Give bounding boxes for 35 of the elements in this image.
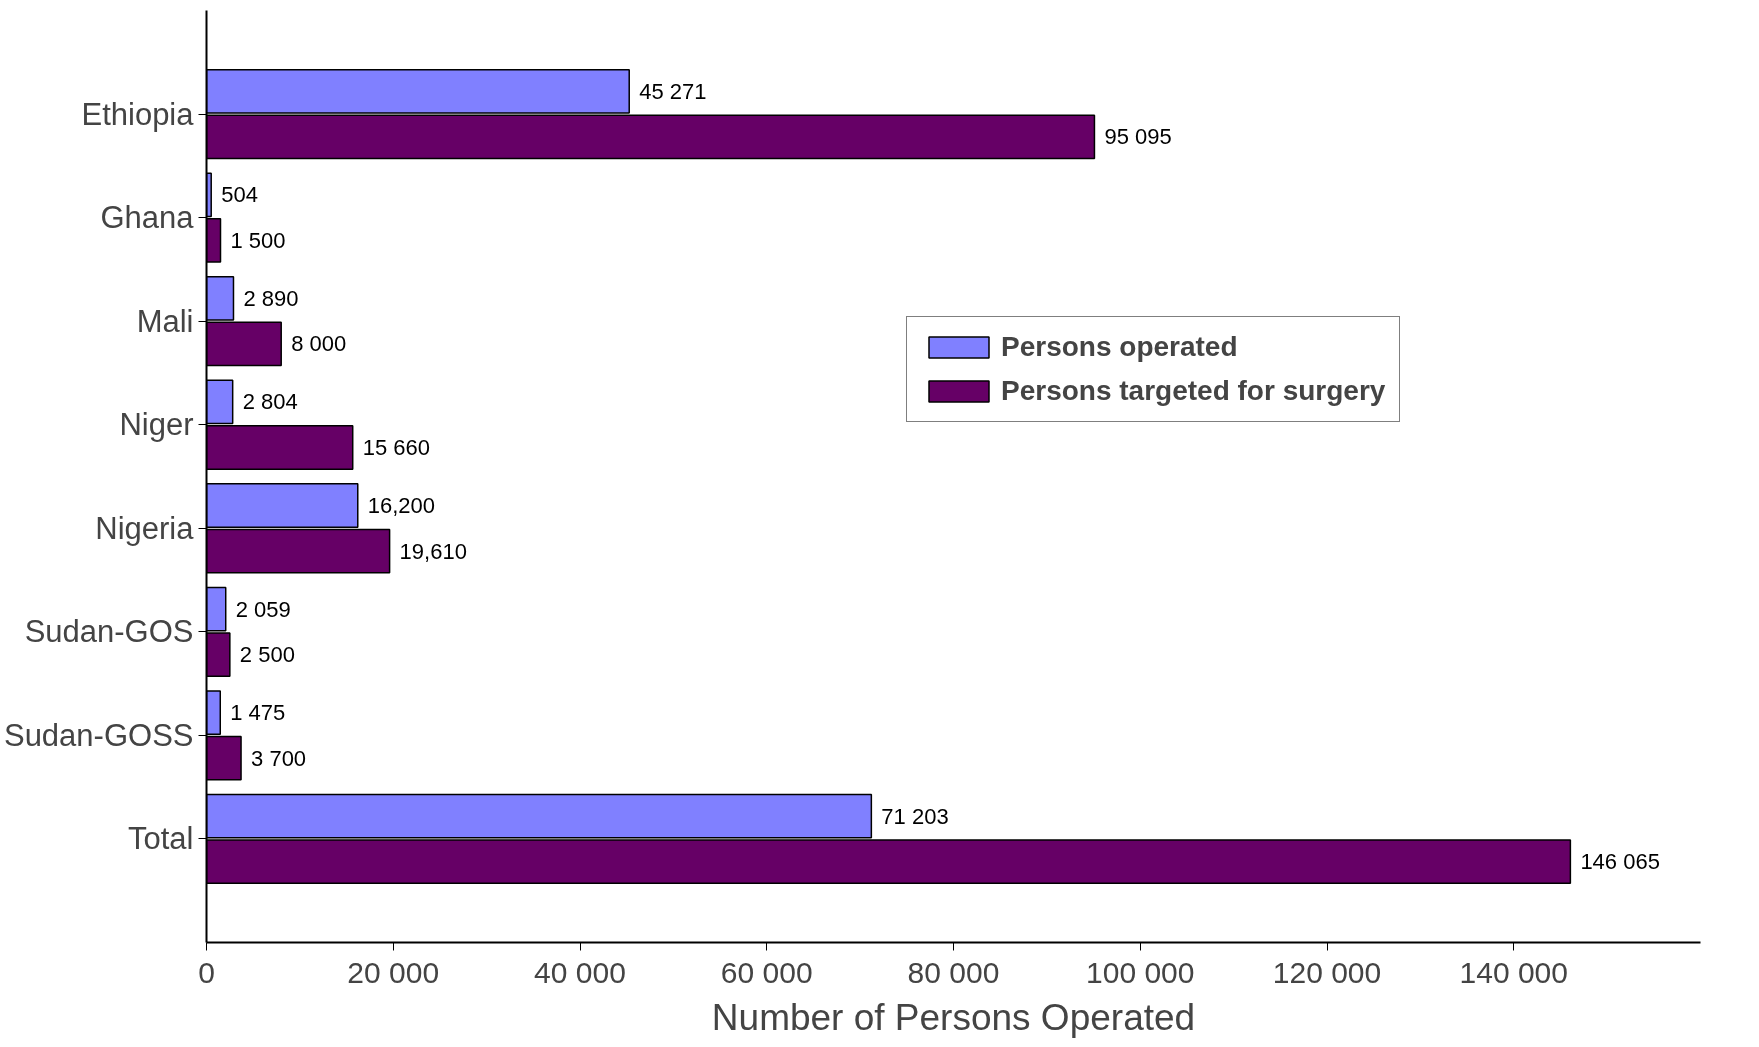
data-label: 19,610: [399, 538, 467, 564]
data-label: 2 890: [243, 285, 299, 311]
data-label: 15 660: [362, 435, 431, 460]
x-tick-label: 0: [198, 955, 215, 989]
x-tick-label: 120 000: [1272, 955, 1382, 989]
y-tick-label: Niger: [119, 407, 194, 443]
x-tick-label: 100 000: [1086, 955, 1195, 989]
y-tick-label: Mali: [136, 303, 194, 339]
y-tick-label: Ghana: [100, 200, 195, 236]
x-tick-label: 80 000: [907, 955, 1000, 989]
y-tick-label: Nigeria: [95, 510, 195, 546]
y-tick-label: Sudan-GOSS: [3, 717, 194, 753]
data-label: 2 059: [235, 596, 291, 622]
data-label: 71 203: [881, 803, 949, 829]
data-label: 45 271: [639, 78, 707, 104]
data-label: 3 700: [251, 745, 307, 771]
x-tick-label: 60 000: [720, 955, 813, 989]
legend-label: Persons operated: [1001, 331, 1238, 363]
data-label: 146 065: [1580, 849, 1660, 875]
x-tick-label: 40 000: [534, 955, 626, 989]
data-label: 2 804: [242, 389, 298, 415]
data-label: 2 500: [239, 642, 295, 668]
y-tick-label: Sudan-GOS: [24, 614, 194, 650]
data-label: 504: [221, 182, 258, 208]
data-label: 8 000: [291, 331, 347, 357]
x-tick-label: 140 000: [1459, 955, 1568, 989]
x-tick-label: 20 000: [347, 955, 440, 989]
data-label: 16,200: [367, 493, 436, 518]
data-label: 1 475: [230, 700, 286, 726]
y-tick-label: Total: [128, 821, 194, 857]
data-label: 95 095: [1104, 124, 1172, 150]
x-axis-title: Number of Persons Operated: [711, 996, 1196, 1038]
y-tick-label: Ethiopia: [81, 96, 195, 132]
data-label: 1 500: [230, 227, 286, 253]
legend-label: Persons targeted for surgery: [1001, 375, 1386, 407]
